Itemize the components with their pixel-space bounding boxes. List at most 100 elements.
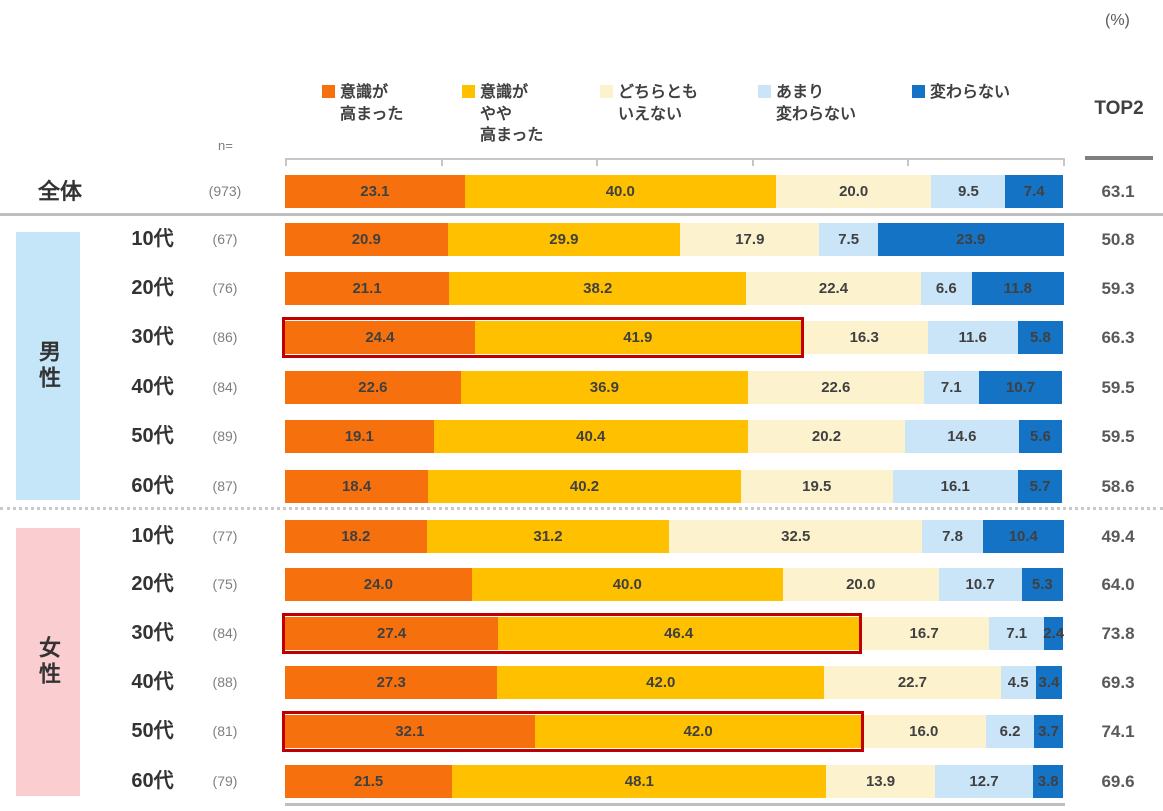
bar-segment: 24.4 [285, 321, 475, 354]
divider-after-overall [0, 213, 1163, 216]
bar-segment: 6.2 [985, 715, 1035, 748]
bar-segment: 20.2 [747, 420, 906, 453]
segment-value-label: 24.0 [363, 576, 393, 593]
row-n-count: (75) [212, 576, 238, 592]
row-n-count: (77) [212, 528, 238, 544]
axis-ruler [285, 158, 1065, 160]
segment-value-label: 18.4 [341, 478, 372, 495]
bar-segment: 38.2 [449, 272, 747, 305]
row-label: 60代 [131, 475, 174, 497]
chart-row: 50代 (89) 19.1 40.4 20.2 14.6 5.6 59.5 [0, 420, 1163, 453]
axis-tick [440, 158, 443, 166]
bar-segment: 7.5 [819, 223, 878, 256]
bar-segment: 10.4 [982, 520, 1064, 553]
legend-label-line: 意識が [340, 84, 389, 101]
bar-segment: 18.2 [285, 520, 427, 553]
chart-row: 20代 (76) 21.1 38.2 22.4 6.6 11.8 59.3 [0, 272, 1163, 305]
segment-value-label: 13.9 [865, 773, 896, 790]
bar-segment: 16.1 [892, 470, 1018, 503]
segment-value-label: 5.7 [1029, 478, 1051, 495]
segment-value-label: 27.4 [376, 625, 407, 642]
row-top2-value: 73.8 [1101, 624, 1135, 643]
bar-segment: 29.9 [447, 223, 681, 256]
row-label: 60代 [131, 770, 174, 792]
row-top2-value: 66.3 [1101, 328, 1135, 347]
row-n-count: (79) [212, 773, 238, 789]
axis-tick [596, 158, 599, 166]
segment-value-label: 29.9 [549, 231, 579, 248]
segment-value-label: 40.2 [569, 478, 600, 495]
row-label: 10代 [131, 228, 174, 250]
segment-value-label: 16.1 [940, 478, 970, 495]
segment-value-label: 5.8 [1029, 329, 1051, 346]
bar-track: 24.4 41.9 16.3 11.6 5.8 [282, 317, 1063, 358]
n-equals-label: n= [218, 138, 233, 153]
bar-segment: 42.0 [497, 666, 825, 699]
bar-segment: 40.4 [433, 420, 748, 453]
row-n-count: (76) [212, 280, 238, 296]
segment-value-label: 23.1 [360, 183, 390, 200]
legend-label: 意識が 高まった [340, 82, 403, 125]
row-top2-value: 74.1 [1101, 722, 1135, 741]
bar-segment: 41.9 [474, 321, 801, 354]
divider-male-female [0, 507, 1163, 510]
segment-value-label: 32.5 [781, 528, 811, 545]
bar-track: 18.2 31.2 32.5 7.8 10.4 [285, 520, 1064, 553]
segment-value-label: 7.4 [1023, 183, 1045, 200]
legend-item: 意識が 高まった [322, 82, 403, 125]
segment-value-label: 16.7 [909, 625, 939, 642]
row-label: 50代 [131, 720, 174, 742]
bar-track: 22.6 36.9 22.6 7.1 10.7 [285, 371, 1063, 404]
row-top2-value: 69.3 [1101, 673, 1135, 692]
bar-track: 21.5 48.1 13.9 12.7 3.8 [285, 765, 1063, 798]
bar-segment: 48.1 [452, 765, 827, 798]
bar-segment: 4.5 [1000, 666, 1036, 699]
segment-value-label: 11.8 [1003, 280, 1033, 297]
legend-label: どちらとも いえない [618, 82, 698, 125]
row-label: 40代 [131, 671, 174, 693]
chart-row: 50代 (81) 32.1 42.0 16.0 6.2 3.7 74.1 [0, 711, 1163, 752]
legend-label: あまり 変わらない [776, 82, 856, 125]
segment-value-label: 38.2 [583, 280, 613, 297]
bar-segment: 42.0 [534, 715, 862, 748]
row-top2-value: 50.8 [1101, 230, 1135, 249]
bar-track: 18.4 40.2 19.5 16.1 5.7 [285, 470, 1063, 503]
row-top2-value: 69.6 [1101, 772, 1135, 791]
segment-value-label: 3.7 [1038, 723, 1059, 740]
chart-row: 30代 (86) 24.4 41.9 16.3 11.6 5.8 66.3 [0, 317, 1163, 358]
bar-segment: 21.5 [285, 765, 453, 798]
bar-segment: 22.6 [747, 371, 924, 404]
legend-label-line: 高まった [340, 105, 404, 123]
row-n-count: (87) [212, 478, 238, 494]
segment-value-label: 19.1 [344, 428, 374, 445]
segment-value-label: 20.2 [811, 428, 842, 445]
male-section-label: 男性 [36, 340, 61, 392]
chart-row: 60代 (87) 18.4 40.2 19.5 16.1 5.7 58.6 [0, 470, 1163, 503]
segment-value-label: 22.6 [821, 379, 851, 396]
row-n-count: (973) [208, 183, 242, 199]
legend-item: あまり 変わらない [758, 82, 856, 125]
row-n-count: (84) [212, 379, 238, 395]
bar-segment: 12.7 [934, 765, 1034, 798]
bar-segment: 13.9 [826, 765, 935, 798]
chart-row: 30代 (84) 27.4 46.4 16.7 7.1 2.4 73.8 [0, 613, 1163, 654]
segment-value-label: 7.1 [940, 379, 962, 396]
segment-value-label: 40.0 [605, 183, 635, 200]
bar-segment: 19.1 [285, 420, 434, 453]
segment-value-label: 12.7 [969, 773, 999, 790]
row-label: 全体 [38, 179, 83, 204]
legend-swatch-icon [600, 85, 613, 98]
bar-segment: 7.4 [1005, 175, 1063, 208]
legend-swatch-icon [912, 85, 925, 98]
segment-value-label: 11.6 [958, 329, 987, 346]
bar-segment: 5.3 [1021, 568, 1063, 601]
segment-value-label: 10.4 [1008, 528, 1038, 545]
chart-row: 40代 (88) 27.3 42.0 22.7 4.5 3.4 69.3 [0, 666, 1163, 699]
segment-value-label: 21.5 [354, 773, 384, 790]
segment-value-label: 22.4 [818, 280, 849, 297]
segment-value-label: 22.7 [897, 674, 928, 691]
segment-value-label: 7.8 [942, 528, 963, 545]
legend-label-line: 意識が [480, 84, 529, 101]
percent-unit-label: (%) [1105, 12, 1130, 29]
bar-segment: 9.5 [931, 175, 1006, 208]
